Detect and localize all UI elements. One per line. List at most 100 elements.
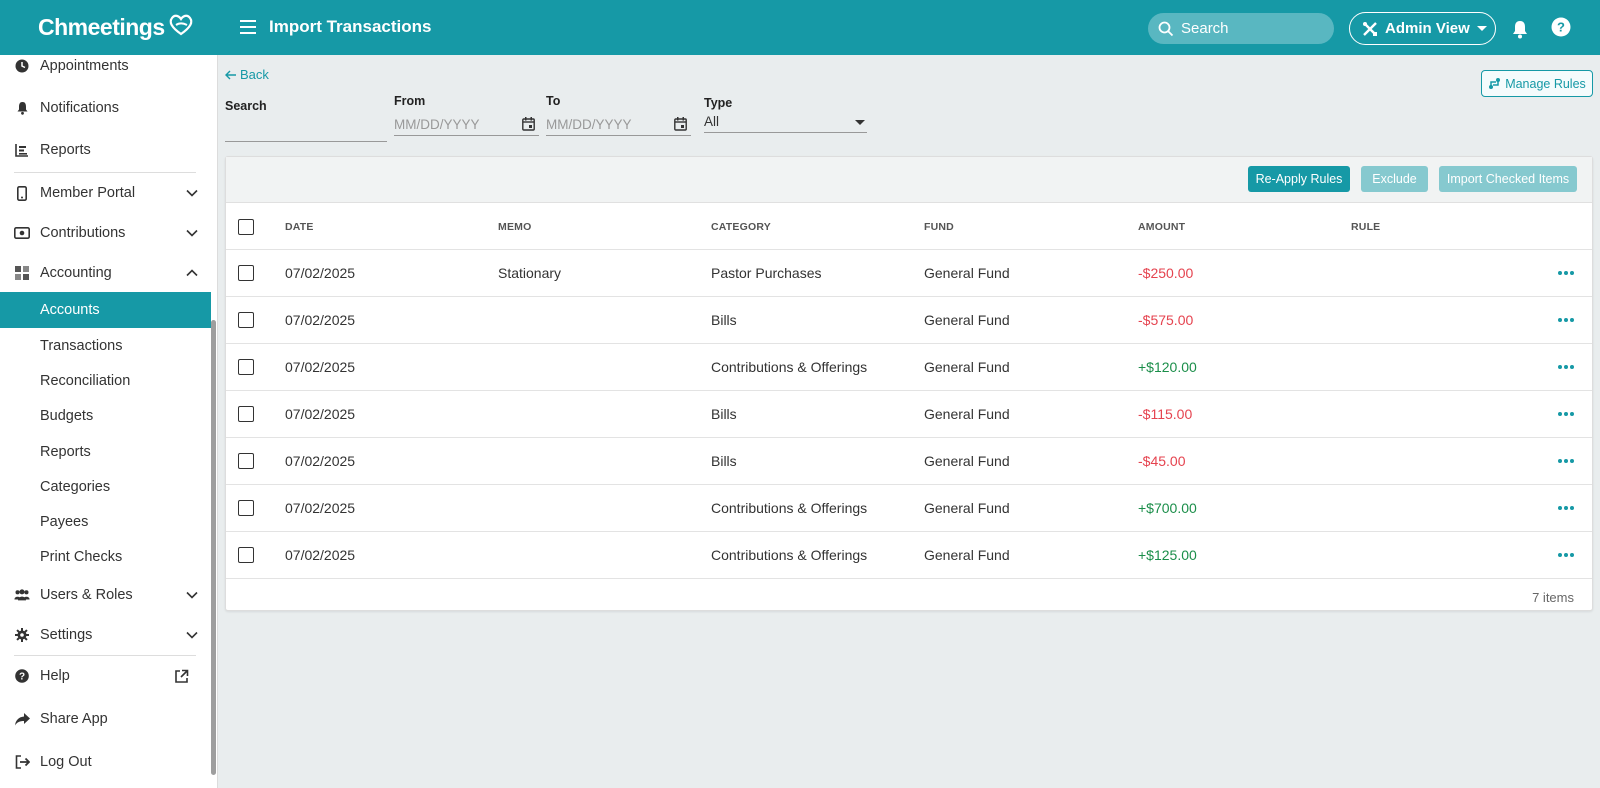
back-link[interactable]: Back: [225, 67, 269, 82]
more-options-icon[interactable]: [1558, 318, 1574, 322]
cell-category: Contributions & Offerings: [711, 500, 868, 516]
sidebar-item-log-out[interactable]: Log Out: [0, 751, 211, 773]
more-options-icon[interactable]: [1558, 553, 1574, 557]
table-row[interactable]: 07/02/2025 Bills General Fund -$45.00: [226, 438, 1592, 485]
table-row[interactable]: 07/02/2025 Stationary Pastor Purchases G…: [226, 250, 1592, 297]
row-checkbox[interactable]: [238, 500, 254, 516]
column-header-amount[interactable]: AMOUNT: [1138, 221, 1186, 233]
table-row[interactable]: 07/02/2025 Bills General Fund -$115.00: [226, 391, 1592, 438]
to-date-input[interactable]: MM/DD/YYYY: [546, 114, 691, 136]
phone-icon: [14, 185, 30, 201]
more-options-icon[interactable]: [1558, 271, 1574, 275]
reapply-rules-button[interactable]: Re-Apply Rules: [1248, 166, 1350, 192]
external-link-icon: [174, 669, 189, 684]
admin-view-dropdown[interactable]: Admin View: [1349, 12, 1496, 45]
sidebar-subitem-label: Categories: [40, 479, 111, 495]
gear-icon: [14, 627, 30, 643]
more-options-icon[interactable]: [1558, 365, 1574, 369]
from-date-input[interactable]: MM/DD/YYYY: [394, 114, 539, 136]
table-row[interactable]: 07/02/2025 Contributions & Offerings Gen…: [226, 532, 1592, 579]
sidebar-subitem-budgets[interactable]: Budgets: [0, 405, 211, 427]
bell-icon: [14, 100, 30, 116]
table-row[interactable]: 07/02/2025 Contributions & Offerings Gen…: [226, 344, 1592, 391]
sidebar-item-reports[interactable]: Reports: [0, 139, 211, 161]
transactions-panel: Re-Apply Rules Exclude Import Checked It…: [225, 156, 1593, 611]
cell-fund: General Fund: [924, 453, 1010, 469]
calendar-icon[interactable]: [522, 117, 535, 131]
column-header-rule[interactable]: RULE: [1351, 221, 1381, 233]
table-header: DATE MEMO CATEGORY FUND AMOUNT RULE: [226, 203, 1592, 250]
table-row[interactable]: 07/02/2025 Contributions & Offerings Gen…: [226, 485, 1592, 532]
sidebar-item-users-roles[interactable]: Users & Roles: [0, 584, 211, 606]
sidebar-item-label: Share App: [40, 711, 108, 727]
cell-amount: +$125.00: [1138, 547, 1197, 563]
sidebar-subitem-reports[interactable]: Reports: [0, 441, 211, 463]
sidebar-subitem-label: Payees: [40, 514, 89, 530]
sidebar-item-appointments[interactable]: Appointments: [0, 55, 211, 77]
help-icon: ?: [14, 668, 30, 684]
sidebar-subitem-print-checks[interactable]: Print Checks: [0, 546, 211, 568]
type-select[interactable]: All: [704, 111, 867, 133]
svg-text:?: ?: [19, 672, 25, 683]
sidebar-item-contributions[interactable]: Contributions: [0, 222, 211, 244]
column-header-category[interactable]: CATEGORY: [711, 221, 771, 233]
tools-icon: [1363, 21, 1377, 36]
app-logo[interactable]: Chmeetings: [38, 14, 195, 41]
sidebar-item-help[interactable]: ? Help: [0, 665, 211, 687]
manage-rules-button[interactable]: Manage Rules: [1481, 70, 1593, 97]
cell-category: Contributions & Offerings: [711, 359, 868, 375]
cell-date: 07/02/2025: [285, 500, 356, 516]
row-checkbox[interactable]: [238, 453, 254, 469]
logout-icon: [14, 754, 30, 770]
more-options-icon[interactable]: [1558, 506, 1574, 510]
more-options-icon[interactable]: [1558, 459, 1574, 463]
sidebar-scrollbar[interactable]: [211, 320, 216, 775]
sidebar-item-member-portal[interactable]: Member Portal: [0, 182, 211, 204]
back-label: Back: [240, 67, 269, 82]
row-checkbox[interactable]: [238, 406, 254, 422]
type-selected-value: All: [704, 114, 720, 129]
bell-icon[interactable]: [1511, 19, 1529, 39]
sidebar-item-share-app[interactable]: Share App: [0, 708, 211, 730]
row-checkbox[interactable]: [238, 547, 254, 563]
sidebar-item-settings[interactable]: Settings: [0, 624, 211, 646]
sidebar-subitem-payees[interactable]: Payees: [0, 511, 211, 533]
from-label: From: [394, 94, 426, 108]
more-options-icon[interactable]: [1558, 412, 1574, 416]
menu-icon[interactable]: [238, 17, 260, 37]
sidebar-item-label: Users & Roles: [40, 587, 133, 603]
column-header-date[interactable]: DATE: [285, 221, 314, 233]
chevron-down-icon: [186, 631, 198, 639]
search-input[interactable]: [225, 120, 387, 142]
table-row[interactable]: 07/02/2025 Bills General Fund -$575.00: [226, 297, 1592, 344]
sidebar-subitem-categories[interactable]: Categories: [0, 476, 211, 498]
import-checked-button[interactable]: Import Checked Items: [1439, 166, 1577, 192]
page-title: Import Transactions: [269, 17, 432, 36]
column-header-fund[interactable]: FUND: [924, 221, 954, 233]
select-all-checkbox[interactable]: [238, 219, 254, 235]
row-checkbox[interactable]: [238, 312, 254, 328]
chevron-down-icon: [186, 229, 198, 237]
row-checkbox[interactable]: [238, 359, 254, 375]
sidebar-divider: [14, 655, 196, 656]
cell-fund: General Fund: [924, 312, 1010, 328]
cell-date: 07/02/2025: [285, 406, 356, 422]
users-icon: [14, 587, 30, 603]
sidebar-item-label: Appointments: [40, 58, 129, 74]
sidebar-subitem-accounts[interactable]: Accounts: [0, 292, 211, 328]
sidebar-item-accounting[interactable]: Accounting: [0, 262, 211, 284]
column-header-memo[interactable]: MEMO: [498, 221, 532, 233]
calendar-icon[interactable]: [674, 117, 687, 131]
admin-view-label: Admin View: [1385, 20, 1470, 37]
sidebar-subitem-reconciliation[interactable]: Reconciliation: [0, 370, 211, 392]
help-icon[interactable]: ?: [1551, 17, 1571, 37]
cell-amount: +$700.00: [1138, 500, 1197, 516]
exclude-button[interactable]: Exclude: [1361, 166, 1428, 192]
top-search-input[interactable]: Search: [1148, 13, 1334, 44]
cell-category: Bills: [711, 406, 737, 422]
bar-chart-icon: [14, 142, 30, 158]
sidebar-subitem-transactions[interactable]: Transactions: [0, 335, 211, 357]
sidebar-item-notifications[interactable]: Notifications: [0, 97, 211, 119]
sidebar-item-label: Reports: [40, 142, 91, 158]
row-checkbox[interactable]: [238, 265, 254, 281]
